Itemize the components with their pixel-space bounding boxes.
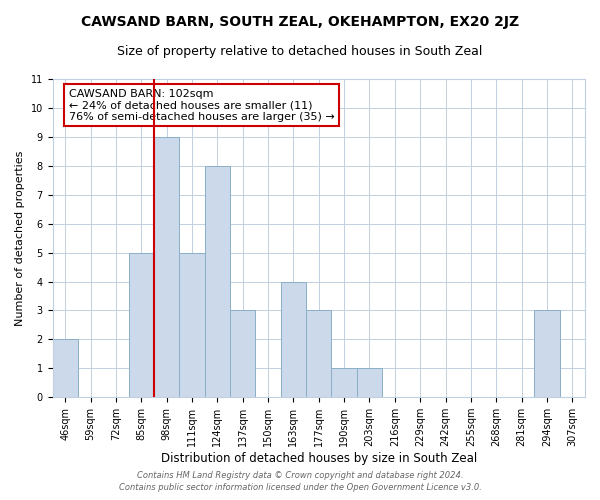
Bar — [53, 340, 78, 397]
Text: CAWSAND BARN, SOUTH ZEAL, OKEHAMPTON, EX20 2JZ: CAWSAND BARN, SOUTH ZEAL, OKEHAMPTON, EX… — [81, 15, 519, 29]
Bar — [230, 310, 256, 397]
Text: Contains HM Land Registry data © Crown copyright and database right 2024.
Contai: Contains HM Land Registry data © Crown c… — [119, 471, 481, 492]
Bar — [154, 137, 179, 397]
Y-axis label: Number of detached properties: Number of detached properties — [15, 150, 25, 326]
Bar — [205, 166, 230, 397]
X-axis label: Distribution of detached houses by size in South Zeal: Distribution of detached houses by size … — [161, 452, 477, 465]
Bar — [306, 310, 331, 397]
Bar — [128, 252, 154, 397]
Bar — [179, 252, 205, 397]
Text: CAWSAND BARN: 102sqm
← 24% of detached houses are smaller (11)
76% of semi-detac: CAWSAND BARN: 102sqm ← 24% of detached h… — [68, 88, 334, 122]
Bar — [534, 310, 560, 397]
Bar — [331, 368, 357, 397]
Bar — [357, 368, 382, 397]
Bar — [281, 282, 306, 397]
Text: Size of property relative to detached houses in South Zeal: Size of property relative to detached ho… — [118, 45, 482, 58]
